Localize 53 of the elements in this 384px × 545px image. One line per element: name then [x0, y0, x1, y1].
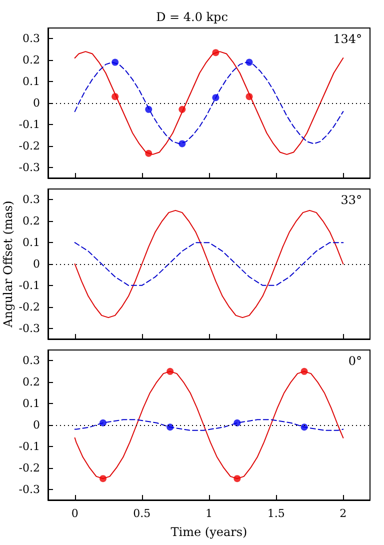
point — [166, 368, 174, 375]
y-tick-label: 0.1 — [22, 75, 40, 88]
point — [178, 140, 186, 148]
y-tick-label: -0.1 — [18, 118, 40, 131]
y-tick-label: -0.1 — [18, 278, 40, 292]
annotation: 134° — [333, 32, 362, 46]
point — [166, 424, 174, 431]
annotation: 0° — [348, 354, 362, 368]
chart-title: D = 4.0 kpc — [156, 10, 228, 24]
point — [300, 368, 308, 375]
y-tick-label: -0.3 — [18, 322, 40, 335]
y-tick-label: -0.1 — [18, 440, 40, 453]
y-tick-label: 0.3 — [22, 354, 40, 368]
x-tick-label: 0.5 — [133, 507, 151, 520]
point — [100, 419, 107, 426]
point — [145, 150, 152, 157]
point — [300, 424, 308, 431]
y-tick-label: 0 — [33, 96, 40, 110]
x-axis-title: Time (years) — [170, 525, 248, 539]
point — [234, 475, 241, 482]
annotation: 33° — [340, 193, 362, 207]
point — [178, 106, 186, 113]
y-axis-title: Angular Offset (mas) — [1, 200, 15, 328]
x-tick-label: 1.5 — [267, 507, 285, 520]
line-series — [74, 210, 344, 318]
y-tick-label: 0 — [33, 418, 40, 432]
y-tick-label: -0.3 — [18, 160, 40, 174]
point — [145, 106, 152, 113]
y-tick-label: -0.2 — [18, 461, 40, 474]
y-tick-label: -0.2 — [18, 139, 40, 152]
line-series — [74, 242, 344, 286]
y-tick-label: 0.2 — [22, 376, 40, 389]
y-tick-label: -0.2 — [18, 300, 40, 314]
x-tick-label: 2 — [340, 507, 347, 520]
x-tick-label: 0 — [71, 507, 78, 520]
point — [212, 49, 220, 56]
y-tick-label: 0.1 — [22, 236, 40, 250]
x-tick-label: 1 — [206, 507, 212, 520]
point — [246, 58, 253, 66]
y-tick-label: 0.2 — [22, 214, 40, 228]
y-tick-label: -0.3 — [18, 482, 40, 496]
y-tick-label: 0.3 — [22, 32, 40, 46]
point — [234, 419, 241, 426]
point — [112, 58, 119, 66]
point — [100, 475, 107, 482]
line-series — [74, 419, 344, 431]
y-tick-label: 0 — [33, 258, 40, 270]
y-tick-label: 0.3 — [22, 193, 40, 206]
y-tick-label: 0.2 — [22, 54, 40, 67]
point — [212, 94, 220, 102]
point — [112, 93, 119, 100]
point — [246, 93, 253, 100]
y-tick-label: 0.1 — [22, 397, 40, 410]
